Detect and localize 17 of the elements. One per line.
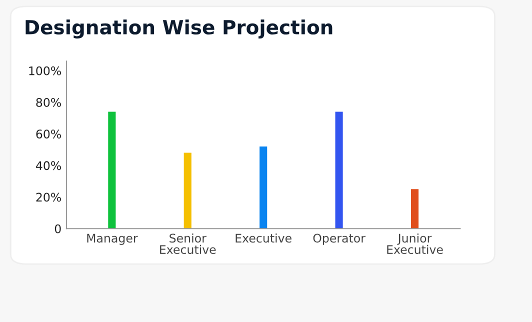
bar xyxy=(335,112,343,229)
y-tick-label: 80% xyxy=(36,98,61,107)
bar xyxy=(184,152,192,229)
y-tick-label: 40% xyxy=(36,161,61,170)
x-tick-label: Operator xyxy=(313,234,366,245)
x-tick-label: Junior Executive xyxy=(387,233,443,254)
y-tick-label: 20% xyxy=(36,192,61,202)
y-tick-label: 100% xyxy=(29,66,61,76)
chart-title: Designation Wise Projection xyxy=(26,19,332,38)
bar xyxy=(108,112,116,229)
bar xyxy=(260,146,268,229)
x-tick-label: Manager xyxy=(87,234,138,245)
y-tick-label: 60% xyxy=(36,130,61,138)
x-tick-label: Executive xyxy=(236,233,292,243)
x-tick-label: Senior Executive xyxy=(160,233,216,254)
y-tick-label: 0 xyxy=(54,224,61,234)
bar xyxy=(410,189,419,229)
